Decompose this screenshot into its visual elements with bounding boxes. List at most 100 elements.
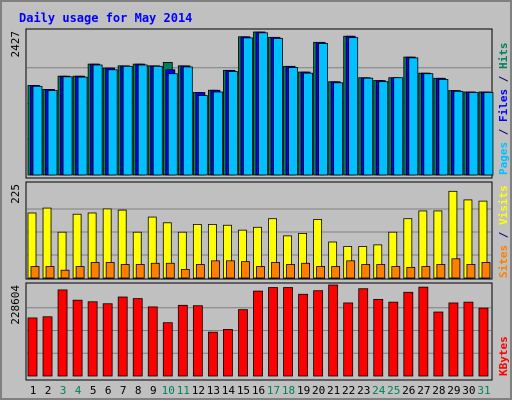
bar-pages-30 [468, 92, 479, 176]
bar-kbytes-20 [313, 290, 324, 377]
bar-kbytes-14 [223, 329, 233, 377]
bar-pages-15 [243, 37, 253, 176]
bar-kbytes-31 [478, 307, 489, 377]
y-axis-label-part-pages_files_hits-2: Files [497, 89, 510, 122]
bar-pages-5 [92, 64, 103, 176]
bar-kbytes-5 [87, 301, 98, 377]
bar-kbytes-16 [253, 290, 263, 377]
x-tick-label-13: 13 [207, 384, 220, 397]
bar-pages-29 [453, 90, 464, 176]
bar-pages-1 [32, 85, 43, 176]
bar-pages-3 [62, 76, 73, 176]
bar-sites-14 [226, 260, 235, 279]
bar-sites-26 [406, 266, 416, 279]
bar-sites-6 [105, 262, 115, 279]
x-tick-label-20: 20 [312, 384, 325, 397]
x-tick-label-3: 3 [60, 384, 67, 397]
bar-kbytes-17 [268, 287, 278, 377]
x-tick-label-17: 17 [267, 384, 280, 397]
bar-pages-19 [303, 72, 313, 176]
x-tick-label-12: 12 [192, 384, 205, 397]
bar-kbytes-21 [328, 284, 339, 377]
x-tick-label-4: 4 [75, 384, 82, 397]
bar-sites-7 [120, 264, 130, 279]
bar-pages-23 [363, 77, 374, 176]
x-tick-label-15: 15 [237, 384, 250, 397]
bar-kbytes-9 [147, 306, 158, 377]
bar-pages-20 [318, 43, 329, 176]
bar-pages-28 [438, 79, 449, 176]
bar-sites-13 [210, 260, 220, 279]
y-axis-label-sites_visits: Sites / Visits [497, 185, 510, 278]
x-tick-label-2: 2 [45, 384, 52, 397]
bar-pages-8 [137, 64, 148, 176]
x-tick-label-16: 16 [252, 384, 265, 397]
x-tick-label-11: 11 [177, 384, 190, 397]
bar-kbytes-6 [102, 303, 113, 377]
bar-pages-31 [483, 92, 494, 176]
bar-pages-13 [212, 91, 223, 176]
y-max-label-sites_visits: 225 [9, 184, 22, 204]
bar-pages-26 [408, 57, 419, 176]
bar-sites-28 [436, 264, 446, 279]
bar-sites-23 [361, 264, 371, 279]
y-axis-label-part-sites_visits-2: Visits [497, 185, 510, 225]
bar-sites-20 [316, 266, 326, 279]
y-max-label-kbytes: 228604 [9, 285, 22, 325]
bar-kbytes-11 [177, 304, 188, 377]
y-axis-label-part-pages_files_hits-4: Hits [497, 43, 510, 70]
bar-kbytes-7 [117, 296, 128, 377]
bar-pages-14 [228, 71, 238, 176]
bar-pages-22 [348, 37, 359, 176]
x-tick-label-25: 25 [387, 384, 400, 397]
y-axis-label-part-pages_files_hits-3: / [497, 69, 510, 89]
bar-sites-4 [75, 266, 85, 279]
bar-sites-29 [451, 258, 461, 279]
bar-kbytes-10 [162, 322, 173, 377]
x-tick-label-26: 26 [402, 384, 415, 397]
bar-sites-21 [331, 266, 341, 279]
x-tick-label-8: 8 [135, 384, 142, 397]
bar-kbytes-24 [373, 298, 384, 377]
bar-kbytes-23 [358, 288, 369, 377]
bar-kbytes-2 [42, 316, 53, 377]
bar-sites-11 [180, 269, 190, 279]
bar-pages-17 [273, 38, 283, 176]
bar-sites-25 [391, 266, 401, 279]
x-tick-label-21: 21 [327, 384, 340, 397]
x-tick-label-27: 27 [417, 384, 430, 397]
y-axis-label-part-kbytes-0: KBytes [497, 336, 510, 376]
bar-sites-5 [90, 262, 100, 279]
x-tick-label-7: 7 [120, 384, 127, 397]
bar-pages-7 [122, 65, 133, 176]
x-tick-label-14: 14 [222, 384, 236, 397]
bar-kbytes-19 [298, 293, 308, 377]
bar-pages-25 [393, 77, 404, 176]
bar-kbytes-8 [132, 298, 143, 377]
bar-pages-21 [333, 82, 344, 176]
bar-kbytes-26 [403, 291, 414, 377]
y-axis-label-kbytes: KBytes [497, 336, 510, 376]
bar-pages-24 [378, 81, 389, 176]
x-tick-label-24: 24 [372, 384, 386, 397]
bar-pages-11 [182, 66, 193, 176]
bar-sites-8 [135, 264, 145, 279]
x-tick-label-31: 31 [477, 384, 490, 397]
y-axis-label-pages_files_hits: Pages / Files / Hits [497, 43, 510, 176]
x-tick-label-5: 5 [90, 384, 97, 397]
bar-sites-9 [150, 262, 160, 279]
y-axis-label-part-sites_visits-1: / [497, 225, 510, 245]
x-tick-label-10: 10 [162, 384, 175, 397]
bar-kbytes-22 [343, 302, 354, 377]
bar-sites-15 [241, 261, 250, 279]
x-tick-label-22: 22 [342, 384, 355, 397]
bar-sites-1 [30, 266, 40, 279]
bar-kbytes-25 [388, 301, 399, 377]
y-axis-label-part-pages_files_hits-0: Pages [497, 142, 510, 175]
bar-sites-24 [376, 264, 386, 279]
bar-sites-2 [45, 266, 55, 279]
bar-kbytes-4 [72, 299, 83, 377]
bar-sites-16 [256, 266, 265, 279]
y-axis-label-part-pages_files_hits-1: / [497, 122, 510, 142]
